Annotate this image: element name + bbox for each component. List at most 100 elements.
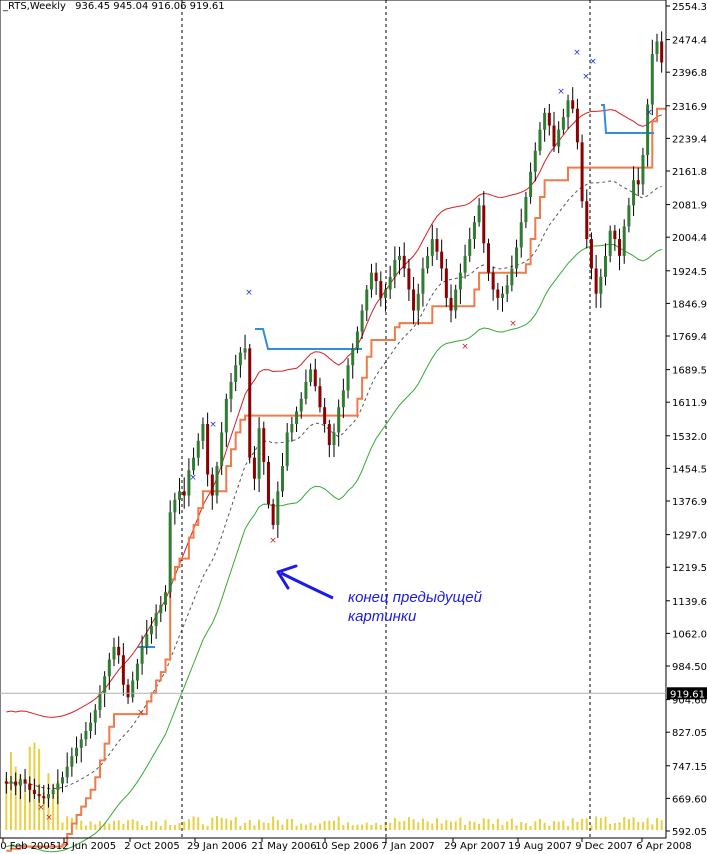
- chart-header: _RTS,Weekly 936.45 945.04 916.06 919.61: [3, 1, 231, 12]
- fractal-down-marker: ×: [37, 803, 45, 813]
- bear-candle: [182, 491, 186, 496]
- bear-candle: [547, 112, 551, 126]
- bear-candle: [552, 125, 556, 147]
- bull-candle: [365, 289, 369, 311]
- volume-bar: [141, 825, 144, 830]
- bear-candle: [440, 251, 444, 269]
- bull-candle: [566, 100, 570, 118]
- bull-candle: [135, 663, 139, 681]
- bull-candle: [192, 457, 196, 471]
- bull-candle: [295, 411, 299, 425]
- volume-bar: [66, 816, 69, 830]
- bear-candle: [585, 201, 589, 240]
- bull-candle: [93, 709, 97, 723]
- fractal-down-marker: ×: [45, 813, 53, 823]
- volume-bar: [379, 824, 382, 830]
- bull-candle: [421, 268, 425, 294]
- volume-bar: [187, 819, 190, 830]
- y-tick-label: 1376.95: [672, 497, 707, 508]
- bull-candle: [168, 512, 172, 593]
- bull-candle: [79, 739, 83, 748]
- plot-frame: [0, 0, 667, 839]
- bull-candle: [646, 104, 650, 155]
- volume-bar: [464, 824, 467, 830]
- bull-candle: [309, 369, 313, 382]
- volume-bar: [309, 822, 312, 830]
- bear-candle: [589, 239, 593, 269]
- volume-bar: [295, 825, 298, 830]
- volume-bar: [5, 778, 8, 830]
- bull-candle: [538, 129, 542, 151]
- y-tick-label: 1532.05: [672, 432, 707, 443]
- volume-bar: [412, 819, 415, 830]
- current-price-label: 919.61: [670, 689, 705, 700]
- y-tick-label: 592.05: [672, 827, 707, 838]
- bull-candle: [18, 779, 22, 786]
- bull-candle: [641, 154, 645, 185]
- bull-candle: [524, 197, 528, 223]
- bull-candle: [61, 777, 65, 784]
- volume-bar: [567, 825, 570, 830]
- volume-bar: [529, 825, 532, 830]
- bull-candle: [346, 365, 350, 391]
- volume-bar: [581, 818, 584, 830]
- bull-candle: [98, 693, 102, 710]
- volume-bar: [585, 818, 588, 830]
- bear-candle: [412, 289, 416, 311]
- y-tick-label: 984.50: [672, 662, 707, 673]
- bull-candle: [515, 247, 519, 269]
- volume-bar: [660, 820, 663, 830]
- volume-bar: [506, 821, 509, 830]
- y-tick-label: 1219.50: [672, 563, 707, 574]
- bull-candle: [430, 239, 434, 256]
- volume-bar: [534, 821, 537, 830]
- bull-candle: [351, 348, 355, 366]
- bear-candle: [486, 243, 490, 273]
- fractal-down-marker: ×: [137, 708, 145, 718]
- y-tick-label: 2081.95: [672, 201, 707, 212]
- volume-bar: [407, 817, 410, 830]
- bull-candle: [56, 783, 60, 790]
- bull-candle: [290, 424, 294, 433]
- bull-candle: [299, 398, 303, 412]
- volume-bar: [80, 820, 83, 830]
- current-price-box: [667, 687, 707, 700]
- volume-bar: [342, 825, 345, 830]
- bull-candle: [70, 756, 74, 767]
- volume-bar: [646, 818, 649, 830]
- bull-candle: [89, 722, 93, 731]
- candlesticks: [4, 31, 664, 808]
- volume-bar: [169, 825, 172, 830]
- bull-candle: [341, 390, 345, 408]
- bull-candle: [468, 239, 472, 256]
- volume-bar: [61, 822, 64, 830]
- bull-candle: [149, 625, 153, 635]
- volume-bar: [211, 817, 214, 830]
- bull-candle: [416, 293, 420, 311]
- volume-bar: [365, 822, 368, 830]
- bull-candle: [510, 268, 514, 286]
- volume-bar: [431, 823, 434, 830]
- volume-bar: [84, 825, 87, 830]
- bull-candle: [383, 289, 387, 298]
- volume-bar: [164, 819, 167, 830]
- volume-bar: [145, 825, 148, 830]
- bull-candle: [360, 310, 364, 332]
- volume-bar: [478, 823, 481, 830]
- y-tick-label: 2316.95: [672, 102, 707, 113]
- volume-bar: [272, 816, 275, 830]
- bear-candle: [318, 386, 322, 408]
- bull-candle: [173, 499, 177, 513]
- volume-bar: [426, 821, 429, 830]
- bull-candle: [257, 428, 261, 479]
- fractal-down-marker: ×: [461, 342, 469, 352]
- y-tick-label: 1297.05: [672, 531, 707, 542]
- volume-bar: [562, 820, 565, 830]
- bull-candle: [112, 646, 116, 660]
- bear-candle: [206, 424, 210, 475]
- volume-bar: [197, 817, 200, 830]
- volume-bar: [300, 823, 303, 830]
- volume-bar: [543, 822, 546, 830]
- bull-candle: [215, 466, 219, 496]
